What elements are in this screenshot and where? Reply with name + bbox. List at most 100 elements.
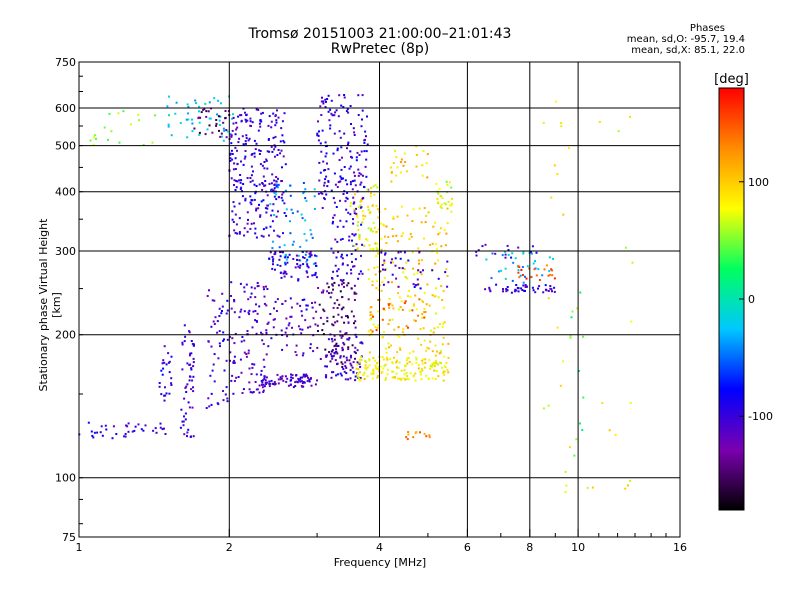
data-point: [354, 379, 357, 382]
data-point: [312, 350, 315, 353]
data-point: [188, 331, 191, 334]
data-point: [237, 376, 240, 378]
data-point: [283, 270, 286, 273]
data-point: [208, 101, 211, 104]
data-point: [327, 168, 330, 171]
data-point: [363, 371, 366, 374]
data-point: [517, 264, 520, 267]
data-point: [428, 436, 431, 439]
data-point: [218, 129, 220, 132]
data-point: [283, 141, 286, 144]
data-point: [327, 180, 330, 182]
data-point: [372, 323, 375, 326]
data-point: [544, 288, 547, 291]
data-point: [382, 283, 385, 286]
data-point: [235, 121, 238, 124]
data-point: [446, 368, 449, 371]
data-point: [221, 305, 224, 308]
data-point: [426, 176, 429, 179]
data-point: [434, 344, 437, 347]
data-point: [298, 266, 301, 269]
data-point: [314, 383, 317, 386]
data-point: [350, 354, 352, 357]
data-point: [226, 130, 229, 133]
data-point: [279, 378, 282, 381]
data-point: [271, 267, 274, 270]
data-point: [403, 369, 406, 372]
data-point: [340, 146, 343, 149]
data-point: [358, 358, 361, 361]
data-point: [371, 330, 374, 333]
data-point: [229, 153, 232, 156]
data-point: [553, 290, 556, 293]
data-point: [336, 299, 339, 302]
data-point: [225, 312, 228, 315]
data-point: [353, 171, 355, 174]
data-point: [242, 143, 245, 146]
data-point: [188, 375, 191, 378]
data-point: [446, 285, 449, 288]
data-point: [244, 199, 247, 202]
data-point: [211, 369, 214, 372]
data-point: [346, 338, 349, 341]
data-point: [292, 258, 295, 260]
data-point: [431, 350, 434, 353]
data-point: [296, 381, 299, 384]
data-point: [439, 195, 442, 198]
data-point: [522, 250, 525, 253]
data-point: [272, 260, 274, 263]
data-point: [368, 334, 371, 337]
data-point: [333, 214, 336, 217]
data-point: [258, 305, 261, 308]
data-point: [392, 235, 395, 238]
data-point: [255, 207, 258, 210]
data-point: [271, 150, 274, 153]
data-point: [244, 155, 247, 158]
data-point: [162, 367, 165, 370]
data-point: [112, 425, 115, 428]
data-point: [334, 359, 337, 362]
data-point: [208, 289, 210, 292]
data-point: [387, 323, 390, 326]
data-point: [382, 307, 385, 310]
data-point: [231, 117, 234, 120]
data-point: [312, 317, 315, 320]
data-point: [426, 153, 429, 156]
data-point: [411, 220, 414, 223]
data-point: [364, 138, 366, 141]
data-point: [168, 360, 171, 363]
data-point: [515, 284, 518, 286]
data-point: [183, 397, 186, 400]
data-point: [375, 329, 378, 332]
data-point: [346, 108, 349, 111]
data-point: [254, 232, 257, 235]
data-point: [374, 242, 377, 245]
data-point: [424, 311, 427, 313]
data-point: [400, 161, 402, 164]
data-point: [353, 265, 356, 268]
data-point: [260, 331, 262, 334]
data-point: [277, 210, 279, 213]
data-point: [230, 379, 233, 382]
data-point: [339, 199, 341, 202]
data-point: [335, 350, 338, 353]
data-point: [348, 359, 351, 362]
data-point: [434, 354, 437, 357]
data-point: [369, 211, 372, 214]
data-point: [437, 259, 440, 262]
data-point: [322, 291, 324, 294]
data-point: [412, 436, 415, 439]
data-point: [375, 255, 378, 258]
data-point: [388, 298, 391, 300]
data-point: [218, 119, 221, 122]
data-point: [231, 210, 234, 213]
data-point: [294, 266, 297, 269]
data-point: [435, 362, 438, 364]
data-point: [342, 368, 345, 370]
chart-title: Tromsø 20151003 21:00:00–21:01:43: [248, 26, 512, 42]
data-point: [233, 359, 236, 362]
data-point: [439, 205, 442, 208]
data-point: [233, 179, 236, 182]
data-point: [573, 454, 576, 457]
data-point: [214, 316, 217, 319]
